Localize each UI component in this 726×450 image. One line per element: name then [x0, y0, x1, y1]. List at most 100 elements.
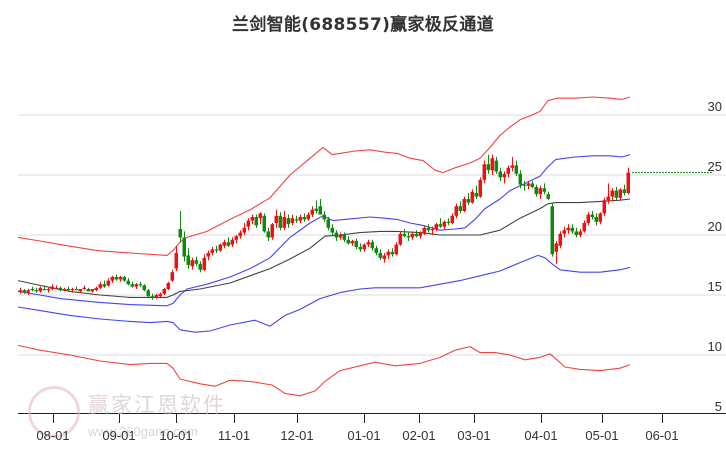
candle-down [446, 221, 450, 223]
candle-down [570, 227, 574, 232]
candle-down [102, 284, 106, 287]
candle-up [46, 289, 50, 291]
inner_lower-line [17, 254, 631, 333]
candle-down [334, 232, 338, 238]
candle-down [594, 217, 598, 222]
candle-up [270, 224, 274, 238]
candle-down [182, 237, 186, 257]
candle-down [466, 199, 470, 203]
candle-up [298, 217, 302, 221]
candle-down [406, 236, 410, 238]
x-tick-label: 03-01 [457, 428, 491, 443]
candle-up [470, 191, 474, 203]
candle-down [318, 206, 322, 215]
candle-up [430, 229, 434, 231]
candle-down [438, 224, 442, 227]
candle-down [390, 251, 394, 255]
candle-up [134, 284, 138, 287]
candle-down [86, 289, 90, 292]
candle-down [126, 280, 130, 285]
candle-down [574, 231, 578, 235]
candle-up [398, 233, 402, 245]
candle-down [550, 206, 554, 255]
candle-down [458, 206, 462, 211]
outer_upper-line [17, 96, 631, 256]
candle-down [186, 255, 190, 265]
candle-up [310, 209, 314, 215]
candle-down [142, 285, 146, 291]
candle-up [106, 280, 110, 286]
x-tick-label: 05-01 [585, 428, 619, 443]
outer_lower-line [17, 344, 631, 397]
candle-up [450, 215, 454, 223]
y-tick-label: 25 [707, 159, 722, 174]
candle-up [626, 172, 630, 193]
candle-up [202, 257, 206, 270]
candle-up [478, 179, 482, 197]
candle-up [250, 217, 254, 221]
candle-down [474, 193, 478, 197]
watermark-logo-icon [28, 386, 80, 438]
candle-down [354, 241, 358, 247]
candle-up [290, 218, 294, 223]
candle-up [410, 233, 414, 238]
candle-down [138, 284, 142, 286]
candle-down [622, 189, 626, 193]
candle-up [26, 290, 30, 293]
candle-up [38, 287, 42, 292]
candle-down [402, 233, 406, 237]
candle-up [618, 189, 622, 198]
candle-down [342, 235, 346, 240]
candle-up [434, 224, 438, 229]
candle-down [42, 289, 46, 291]
candle-down [314, 208, 318, 211]
candle-down [254, 217, 258, 226]
candle-down [226, 242, 230, 246]
watermark-url: www.360gann.com [88, 424, 198, 439]
candle-up [598, 213, 602, 222]
y-tick-label: 10 [707, 339, 722, 354]
candle-down [34, 290, 38, 292]
candle-up [242, 227, 246, 233]
candle-down [266, 231, 270, 238]
candle-down [330, 227, 334, 233]
x-tick-label: 01-01 [347, 428, 381, 443]
candle-up [338, 235, 342, 238]
candle-down [286, 218, 290, 225]
candle-down [278, 215, 282, 228]
candle-up [210, 249, 214, 253]
candle-up [258, 213, 262, 219]
x-tick-label: 02-01 [402, 428, 436, 443]
candle-up [78, 289, 82, 292]
mid-line [17, 198, 631, 298]
candle-up [442, 221, 446, 227]
x-tick-label: 09-01 [102, 428, 136, 443]
candle-up [510, 165, 514, 168]
candle-up [118, 277, 122, 280]
candle-down [414, 233, 418, 237]
candle-up [162, 289, 166, 294]
candle-down [114, 277, 118, 280]
candle-up [386, 251, 390, 256]
candle-up [306, 214, 310, 220]
candle-up [274, 215, 278, 223]
candle-down [262, 215, 266, 232]
candle-down [370, 242, 374, 249]
candle-up [174, 253, 178, 269]
chart-title: 兰剑智能(688557)赢家极反通道 [232, 15, 494, 35]
candle-down [146, 290, 150, 297]
candle-up [62, 289, 66, 291]
candle-up [422, 227, 426, 234]
candle-down [542, 188, 546, 192]
candle-down [514, 165, 518, 174]
x-tick-label: 11-01 [217, 428, 251, 443]
candle-up [502, 173, 506, 178]
candle-up [462, 199, 466, 211]
candle-up [418, 232, 422, 237]
candle-down [494, 160, 498, 172]
candle-down [326, 219, 330, 228]
candle-down [530, 183, 534, 187]
candle-up [206, 253, 210, 257]
candle-down [214, 249, 218, 251]
